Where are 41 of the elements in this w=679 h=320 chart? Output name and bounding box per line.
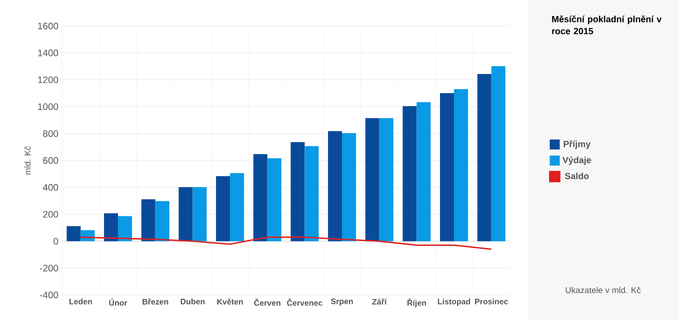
bar xyxy=(365,118,380,242)
y-axis-title: mld. Kč xyxy=(24,146,31,174)
y-tick-label: 0 xyxy=(54,238,58,245)
bar xyxy=(416,102,431,242)
bar xyxy=(290,142,305,242)
y-tick-label: 200 xyxy=(43,210,58,218)
y-tick-label: 1600 xyxy=(38,22,58,30)
y-tick-label: 1400 xyxy=(38,50,58,56)
bar xyxy=(118,216,132,242)
legend-label: Příjmy xyxy=(564,140,591,149)
y-tick-label: 800 xyxy=(43,130,58,137)
bar xyxy=(402,106,417,242)
bar xyxy=(454,89,468,242)
bar xyxy=(155,201,170,242)
bar xyxy=(491,66,506,242)
bar xyxy=(267,158,282,242)
bar xyxy=(141,199,156,242)
bar xyxy=(379,118,394,242)
bar xyxy=(230,173,244,242)
y-tick-label: -400 xyxy=(40,292,58,298)
y-tick-label: 1000 xyxy=(38,103,58,110)
y-tick-label: 1200 xyxy=(38,76,58,84)
y-tick-label: 600 xyxy=(43,157,58,164)
legend-label: Výdaje xyxy=(562,156,592,165)
bar xyxy=(192,187,207,242)
line-series xyxy=(80,236,492,250)
bar xyxy=(104,213,118,242)
text: Ukazatele v mld. Kč xyxy=(566,286,641,294)
bar xyxy=(178,187,193,242)
legend-label: Saldo xyxy=(564,172,589,180)
bar xyxy=(253,154,268,242)
bar xyxy=(216,176,230,242)
bar xyxy=(342,133,356,242)
bar xyxy=(66,226,81,242)
bar xyxy=(477,74,492,242)
y-tick-label: -200 xyxy=(40,264,58,272)
bar xyxy=(328,131,342,242)
bar xyxy=(304,146,319,242)
y-tick-label: 400 xyxy=(42,184,58,191)
bar xyxy=(440,93,454,242)
text: Měsíční pokladní plnění v roce 2015 xyxy=(552,16,662,34)
